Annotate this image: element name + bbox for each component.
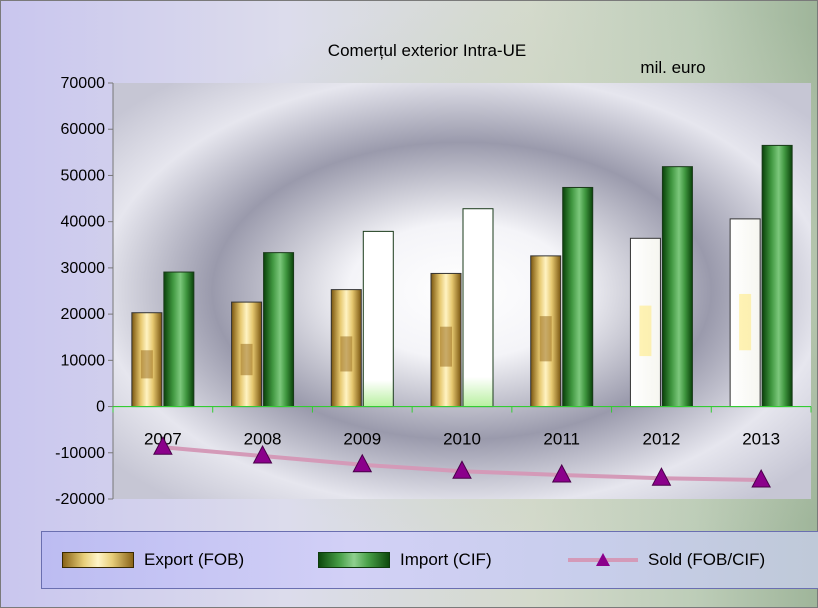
y-tick-label: 50000 bbox=[61, 167, 106, 184]
y-tick-label: -10000 bbox=[55, 445, 105, 462]
unit-label: mil. euro bbox=[640, 58, 705, 77]
bar-import bbox=[163, 271, 195, 408]
legend-item-export: Export (FOB) bbox=[62, 546, 244, 574]
legend-swatch-export bbox=[62, 552, 134, 568]
bars bbox=[131, 144, 793, 408]
legend-item-import: Import (CIF) bbox=[318, 546, 492, 574]
y-tick-label: 60000 bbox=[61, 121, 106, 138]
bar-import bbox=[362, 230, 394, 408]
sold-line-series bbox=[153, 436, 771, 488]
legend-item-sold: Sold (FOB/CIF) bbox=[568, 546, 765, 574]
bar-export-highlight bbox=[739, 293, 752, 351]
y-tick-label: 30000 bbox=[61, 260, 106, 277]
sold-marker bbox=[352, 453, 373, 473]
x-tick-label: 2011 bbox=[543, 430, 580, 449]
bar-export-highlight bbox=[440, 326, 452, 367]
bar-export-highlight bbox=[140, 350, 153, 379]
bar-export-highlight bbox=[340, 336, 353, 372]
legend-label-sold: Sold (FOB/CIF) bbox=[648, 550, 766, 569]
chart-canvas: Comerțul exterior Intra-UE mil. euro 700… bbox=[55, 41, 812, 508]
legend: Export (FOB) Import (CIF) Sold (FOB/CIF) bbox=[41, 531, 818, 589]
legend-swatch-sold bbox=[568, 553, 638, 567]
y-tick-label: -20000 bbox=[55, 491, 105, 508]
sold-marker bbox=[153, 436, 173, 455]
legend-label-export: Export (FOB) bbox=[144, 550, 245, 569]
y-axis: 70000 60000 50000 40000 30000 20000 10000 0 -100… bbox=[55, 75, 114, 508]
bar-import bbox=[462, 208, 494, 408]
y-tick-label: 70000 bbox=[61, 75, 106, 92]
sold-marker bbox=[551, 463, 572, 483]
bar-export-highlight bbox=[240, 343, 253, 376]
bar-import bbox=[263, 252, 295, 408]
sold-marker bbox=[452, 460, 472, 479]
chart-title: Comerțul exterior Intra-UE bbox=[328, 41, 526, 60]
legend-label-import: Import (CIF) bbox=[400, 550, 492, 569]
x-tick-label: 2008 bbox=[244, 430, 282, 449]
bar-import bbox=[761, 144, 793, 408]
bar-import bbox=[562, 186, 594, 408]
x-tick-label: 2013 bbox=[742, 430, 780, 449]
plot-background bbox=[113, 83, 811, 499]
y-tick-label: 40000 bbox=[61, 214, 106, 231]
x-tick-label: 2010 bbox=[443, 430, 481, 449]
y-tick-label: 20000 bbox=[61, 306, 106, 323]
x-tick-label: 2009 bbox=[343, 430, 381, 449]
bar-export-highlight bbox=[539, 316, 552, 362]
bar-import bbox=[661, 166, 693, 408]
y-tick-label: 0 bbox=[96, 399, 105, 416]
sold-marker bbox=[252, 444, 273, 464]
legend-swatch-import bbox=[318, 552, 390, 568]
sold-marker bbox=[751, 468, 771, 488]
bar-export-highlight bbox=[639, 305, 652, 357]
y-tick-label: 10000 bbox=[61, 352, 106, 369]
x-tick-label: 2012 bbox=[643, 430, 681, 449]
sold-marker bbox=[651, 467, 672, 486]
